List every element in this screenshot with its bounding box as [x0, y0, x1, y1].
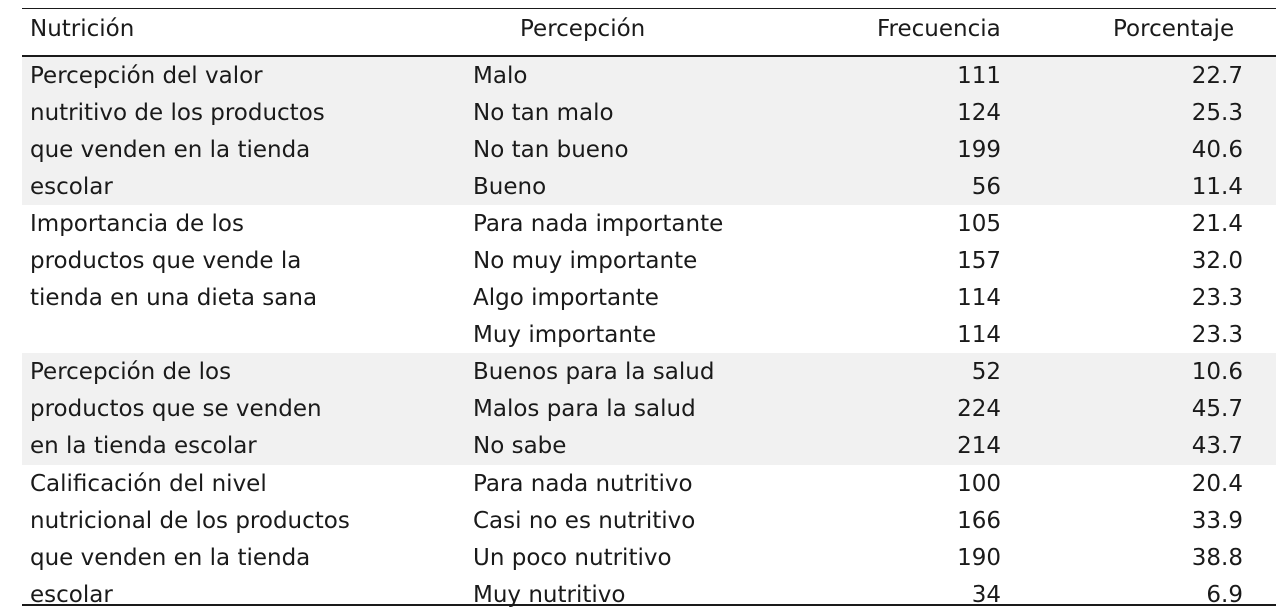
- table-row: No muy importante 157 32.0: [22, 243, 1276, 280]
- category-line: nutricional de los productos: [30, 508, 350, 534]
- cell-percepcion: Un poco nutritivo: [473, 545, 672, 571]
- cell-frecuencia: 114: [957, 285, 1001, 311]
- cell-porcentaje: 23.3: [1191, 285, 1243, 311]
- table-header-rule: [22, 55, 1276, 57]
- cell-percepcion: Bueno: [473, 174, 547, 200]
- category-line: que venden en la tienda: [30, 545, 311, 571]
- cell-frecuencia: 52: [971, 359, 1001, 385]
- category-line: que venden en la tienda: [30, 137, 311, 163]
- table-row: Un poco nutritivo 190 38.8: [22, 540, 1276, 577]
- category-line: Percepción de los: [30, 359, 232, 385]
- cell-porcentaje: 10.6: [1191, 359, 1243, 385]
- table-row: Malos para la salud 224 45.7: [22, 391, 1276, 428]
- header-percepcion: Percepción: [520, 16, 646, 42]
- cell-porcentaje: 6.9: [1206, 582, 1243, 608]
- cell-percepcion: Buenos para la salud: [473, 359, 715, 385]
- cell-porcentaje: 38.8: [1191, 545, 1243, 571]
- cell-frecuencia: 190: [957, 545, 1001, 571]
- cell-frecuencia: 34: [971, 582, 1001, 608]
- cell-percepcion: Para nada importante: [473, 211, 724, 237]
- cell-frecuencia: 111: [957, 63, 1001, 89]
- cell-frecuencia: 114: [957, 322, 1001, 348]
- cell-percepcion: Malos para la salud: [473, 396, 696, 422]
- cell-porcentaje: 11.4: [1191, 174, 1243, 200]
- category-cell: Calificación del nivel nutricional de lo…: [30, 466, 460, 614]
- cell-porcentaje: 45.7: [1191, 396, 1243, 422]
- category-line: Percepción del valor: [30, 63, 263, 89]
- cell-porcentaje: 22.7: [1191, 63, 1243, 89]
- table-group: Importancia de los productos que vende l…: [22, 205, 1276, 353]
- table-row: Malo 111 22.7: [22, 58, 1276, 95]
- table-group: Percepción de los productos que se vende…: [22, 353, 1276, 465]
- header-frecuencia: Frecuencia: [877, 16, 1001, 42]
- table-group: Calificación del nivel nutricional de lo…: [22, 465, 1276, 608]
- cell-frecuencia: 124: [957, 100, 1001, 126]
- cell-porcentaje: 40.6: [1191, 137, 1243, 163]
- cell-percepcion: Muy importante: [473, 322, 657, 348]
- cell-frecuencia: 166: [957, 508, 1001, 534]
- cell-frecuencia: 224: [957, 396, 1001, 422]
- cell-percepcion: No sabe: [473, 433, 567, 459]
- category-line: Calificación del nivel: [30, 471, 267, 497]
- cell-frecuencia: 157: [957, 248, 1001, 274]
- cell-percepcion: Malo: [473, 63, 528, 89]
- table-header-row: Nutrición Percepción Frecuencia Porcenta…: [22, 8, 1276, 55]
- cell-frecuencia: 56: [971, 174, 1001, 200]
- table-row: Bueno 56 11.4: [22, 169, 1276, 206]
- cell-frecuencia: 100: [957, 471, 1001, 497]
- cell-percepcion: Para nada nutritivo: [473, 471, 693, 497]
- table-top-rule: [22, 8, 1276, 9]
- cell-percepcion: No tan bueno: [473, 137, 629, 163]
- cell-porcentaje: 21.4: [1191, 211, 1243, 237]
- cell-porcentaje: 20.4: [1191, 471, 1243, 497]
- cell-porcentaje: 25.3: [1191, 100, 1243, 126]
- cell-percepcion: No tan malo: [473, 100, 614, 126]
- cell-porcentaje: 43.7: [1191, 433, 1243, 459]
- header-nutricion: Nutrición: [30, 16, 135, 42]
- cell-percepcion: No muy importante: [473, 248, 698, 274]
- table-row: No sabe 214 43.7: [22, 428, 1276, 465]
- cell-porcentaje: 32.0: [1191, 248, 1243, 274]
- cell-percepcion: Muy nutritivo: [473, 582, 626, 608]
- cell-percepcion: Algo importante: [473, 285, 659, 311]
- cell-porcentaje: 33.9: [1191, 508, 1243, 534]
- table-row: Muy nutritivo 34 6.9: [22, 577, 1276, 614]
- table-row: Algo importante 114 23.3: [22, 280, 1276, 317]
- table-row: Para nada importante 105 21.4: [22, 206, 1276, 243]
- category-line: tienda en una dieta sana: [30, 285, 318, 311]
- table-row: Para nada nutritivo 100 20.4: [22, 466, 1276, 503]
- category-cell: Percepción del valor nutritivo de los pr…: [30, 58, 460, 206]
- category-line: productos que vende la: [30, 248, 302, 274]
- table-row: No tan bueno 199 40.6: [22, 132, 1276, 169]
- table-row: Casi no es nutritivo 166 33.9: [22, 503, 1276, 540]
- cell-frecuencia: 199: [957, 137, 1001, 163]
- table-row: Muy importante 114 23.3: [22, 317, 1276, 354]
- cell-frecuencia: 105: [957, 211, 1001, 237]
- table-row: Buenos para la salud 52 10.6: [22, 354, 1276, 391]
- table-bottom-rule: [22, 604, 1276, 606]
- category-line: escolar: [30, 174, 113, 200]
- header-porcentaje: Porcentaje: [1113, 16, 1235, 42]
- cell-frecuencia: 214: [957, 433, 1001, 459]
- table-group: Percepción del valor nutritivo de los pr…: [22, 57, 1276, 205]
- table-row: No tan malo 124 25.3: [22, 95, 1276, 132]
- category-cell: Importancia de los productos que vende l…: [30, 206, 460, 317]
- category-line: en la tienda escolar: [30, 433, 257, 459]
- category-line: nutritivo de los productos: [30, 100, 325, 126]
- category-cell: Percepción de los productos que se vende…: [30, 354, 460, 465]
- category-line: Importancia de los: [30, 211, 244, 237]
- category-line: escolar: [30, 582, 113, 608]
- cell-percepcion: Casi no es nutritivo: [473, 508, 696, 534]
- category-line: productos que se venden: [30, 396, 322, 422]
- cell-porcentaje: 23.3: [1191, 322, 1243, 348]
